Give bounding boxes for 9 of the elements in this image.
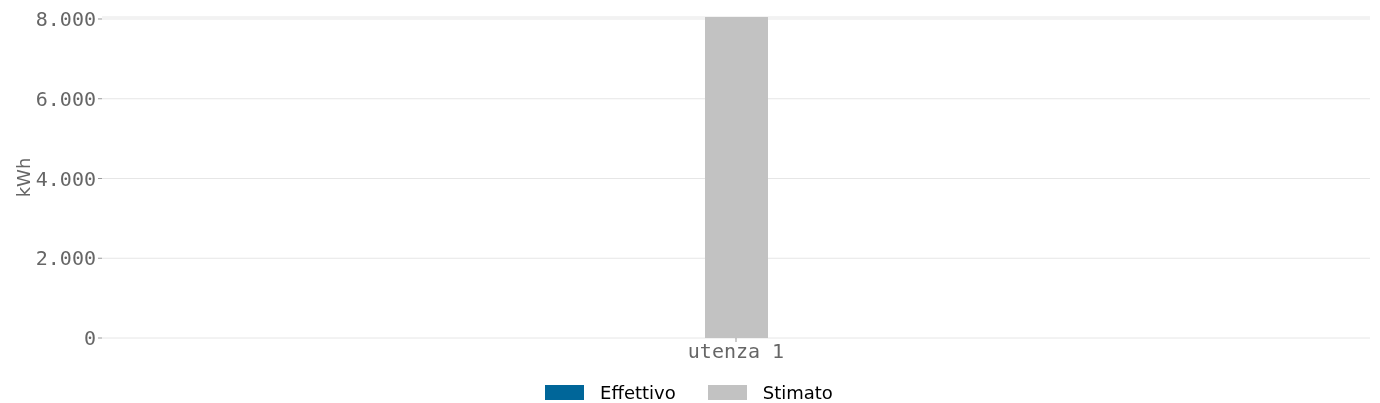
legend-label: Effettivo <box>600 382 676 403</box>
y-axis-title: kWh <box>13 157 35 198</box>
y-tick-label: 6.000 <box>35 86 96 111</box>
y-tick-label: 4.000 <box>35 166 96 191</box>
y-tick-label: 0 <box>83 326 96 351</box>
y-tick-label: 2.000 <box>35 246 96 271</box>
x-tick-label: utenza 1 <box>687 339 785 364</box>
y-tick-label: 8.000 <box>35 7 96 32</box>
legend-label: Stimato <box>762 382 833 403</box>
